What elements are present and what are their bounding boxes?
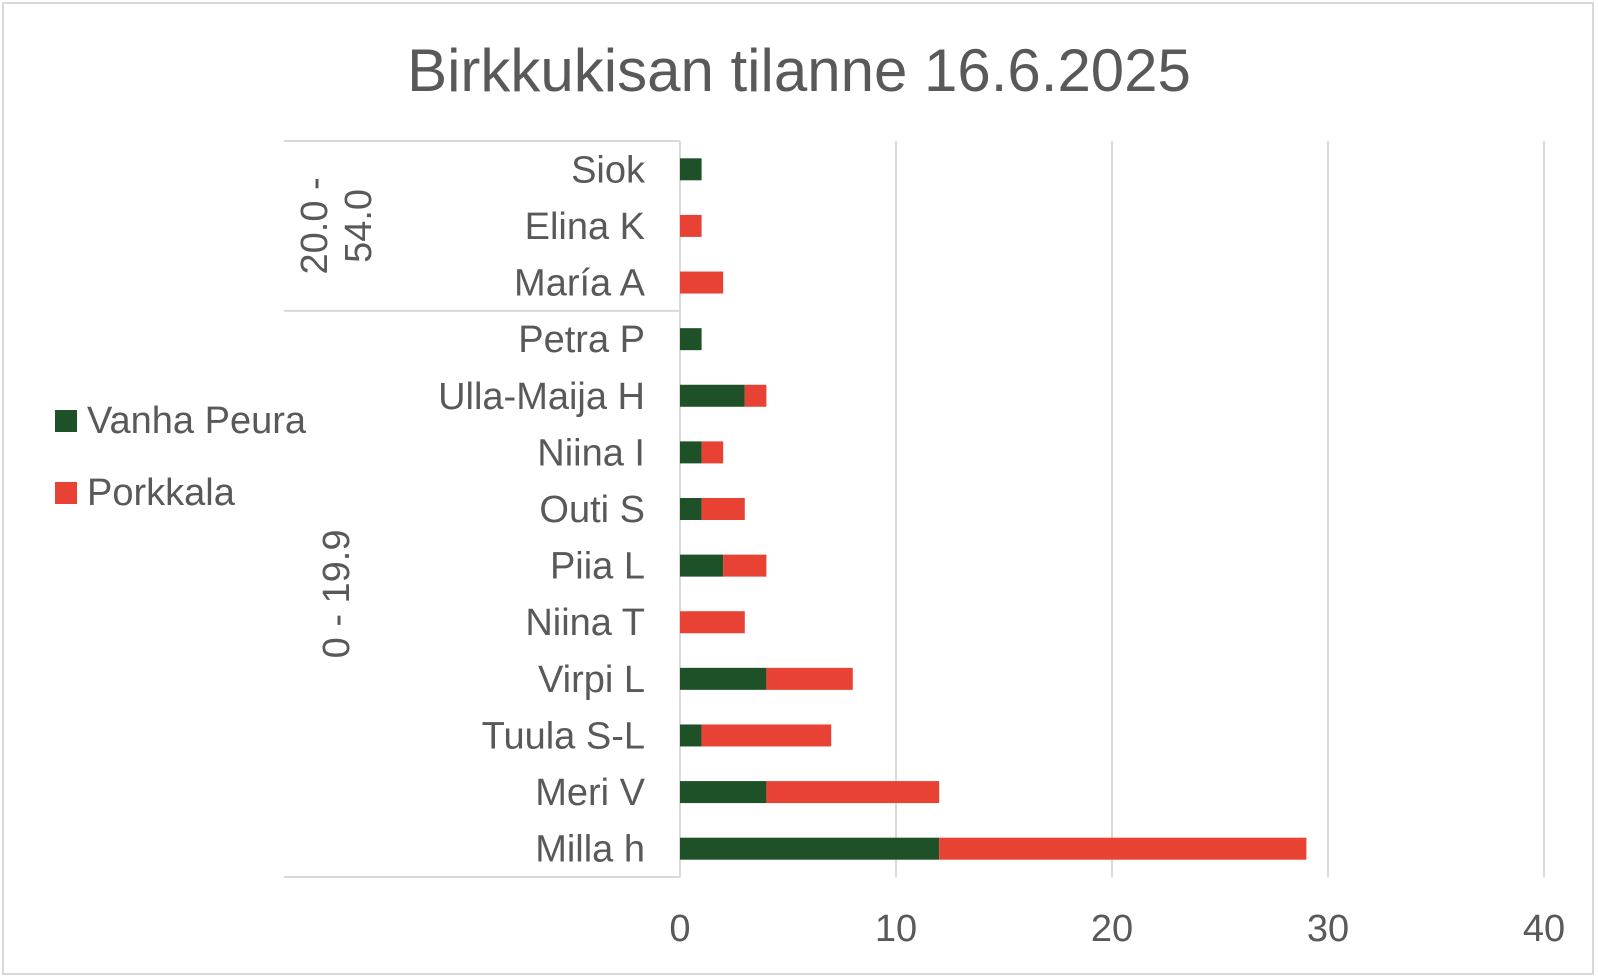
bar-segment: [680, 158, 702, 181]
legend-label: Vanha Peura: [87, 399, 307, 442]
category-label: Tuula S-L: [482, 715, 645, 757]
bar-segment: [680, 214, 702, 237]
category-label: María A: [514, 263, 646, 305]
legend: Vanha Peura Porkkala: [55, 385, 306, 529]
x-tick-label: 20: [1091, 908, 1133, 950]
bar-segment: [680, 384, 745, 407]
category-label: Ulla-Maija H: [438, 376, 645, 418]
x-tick-label: 0: [669, 908, 690, 950]
category-label: Niina I: [537, 432, 645, 474]
bar-segment: [939, 837, 1307, 860]
x-tick-label: 40: [1523, 908, 1565, 950]
bar-segment: [680, 328, 702, 351]
bar-segment: [723, 554, 767, 577]
category-label: Niina T: [525, 602, 645, 644]
bar-segment: [766, 781, 940, 804]
chart-title: Birkkukisan tilanne 16.6.2025: [407, 37, 1191, 104]
category-label: Milla h: [535, 829, 645, 871]
category-label: Elina K: [525, 206, 645, 248]
category-label: Outi S: [539, 489, 645, 531]
legend-item: Porkkala: [55, 457, 306, 529]
legend-swatch: [55, 410, 77, 432]
bar-segment: [701, 498, 745, 520]
bar-segment: [680, 781, 767, 804]
category-label: Siok: [571, 149, 646, 191]
x-tick-label: 10: [875, 908, 917, 950]
bar-segment: [766, 667, 853, 690]
bar-segment: [680, 441, 702, 464]
bar-segment: [680, 837, 940, 860]
bar-segment: [701, 441, 724, 464]
group-label: 0 - 19.9: [316, 529, 358, 658]
bar-segment: [680, 611, 745, 634]
category-label: Piia L: [550, 546, 645, 588]
legend-item: Vanha Peura: [55, 385, 306, 457]
bar-segment: [744, 384, 767, 407]
bar-segment: [701, 724, 832, 747]
category-label: Petra P: [518, 319, 645, 361]
x-tick-label: 30: [1307, 908, 1349, 950]
bar-segment: [680, 554, 724, 577]
category-label: Virpi L: [538, 659, 645, 701]
legend-swatch: [55, 482, 77, 504]
category-label: Meri V: [535, 772, 645, 814]
legend-label: Porkkala: [87, 471, 235, 514]
bar-segment: [680, 271, 724, 294]
group-label: 20.0 -54.0: [294, 177, 380, 274]
bar-segment: [680, 667, 767, 690]
bar-segment: [680, 498, 702, 520]
bar-segment: [680, 724, 702, 747]
